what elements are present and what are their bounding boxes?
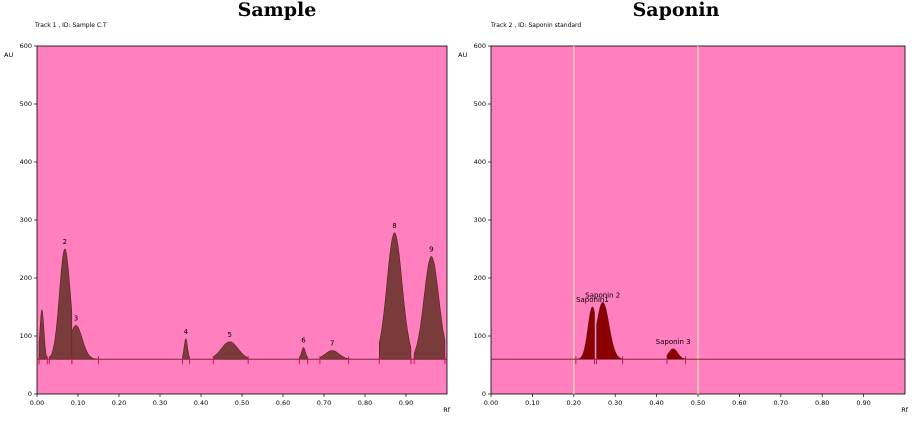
peak-area: [299, 347, 308, 360]
peak-label: Saponin 2: [585, 291, 620, 299]
y-tick-label: 300: [474, 216, 486, 224]
x-tick-label: 0.40: [649, 399, 663, 407]
peak-area: [49, 248, 73, 360]
y-tick-label: 500: [474, 100, 486, 108]
x-tick-label: 0.60: [732, 399, 746, 407]
peak-label: 3: [74, 315, 78, 323]
y-tick-label: 400: [20, 158, 32, 166]
y-tick-label: 500: [20, 100, 32, 108]
peak-area: [575, 306, 595, 360]
peak-label: Saponin 3: [656, 338, 691, 346]
peak-area: [71, 325, 99, 360]
x-tick-label: 0.10: [525, 399, 539, 407]
chart-title: Saponin: [633, 0, 720, 21]
x-tick-label: 0.00: [30, 399, 44, 407]
x-tick-label: 0.00: [484, 399, 498, 407]
y-tick-label: 300: [20, 216, 32, 224]
y-tick-label: 600: [474, 42, 486, 50]
peak-label: 4: [184, 328, 189, 336]
x-tick-label: 0.50: [235, 399, 249, 407]
x-tick-label: 0.70: [774, 399, 788, 407]
peak-area: [319, 350, 349, 360]
peak-area: [666, 348, 686, 360]
y-tick-label: 0: [482, 390, 486, 398]
chart-title: Sample: [238, 0, 317, 21]
x-tick-label: 0.80: [815, 399, 829, 407]
y-tick-label: 200: [20, 274, 32, 282]
y-tick-label: 100: [474, 332, 486, 340]
peak-label: 5: [227, 331, 231, 339]
x-tick-label: 0.90: [856, 399, 870, 407]
x-tick-label: 0.70: [317, 399, 331, 407]
x-tick-label: 0.60: [276, 399, 290, 407]
x-axis-label: Rf: [901, 406, 909, 414]
x-axis-label: Rf: [443, 406, 451, 414]
x-tick-label: 0.40: [194, 399, 208, 407]
peak-label: 9: [429, 246, 433, 254]
peak-label: 6: [301, 337, 306, 345]
peak-area: [379, 232, 412, 360]
peak-area: [596, 302, 623, 360]
x-tick-label: 0.20: [567, 399, 581, 407]
peak-label: 8: [392, 222, 396, 230]
x-tick-label: 0.10: [71, 399, 85, 407]
peak-area: [38, 309, 48, 360]
x-tick-label: 0.20: [112, 399, 126, 407]
peak-area: [213, 341, 249, 360]
track-label: Track 2 , ID: Saponin standard: [490, 22, 581, 29]
peak-area: [182, 338, 190, 360]
x-tick-label: 0.80: [358, 399, 372, 407]
peak-label: 7: [330, 340, 334, 348]
plot-area: [36, 45, 448, 395]
y-tick-label: 200: [474, 274, 486, 282]
track-label: Track 1 , ID: Sample C.T: [34, 22, 107, 29]
y-axis-label: AU: [4, 51, 13, 59]
x-tick-label: 0.50: [691, 399, 705, 407]
x-tick-label: 0.30: [153, 399, 167, 407]
y-tick-label: 0: [28, 390, 32, 398]
x-tick-label: 0.90: [399, 399, 413, 407]
y-tick-label: 400: [474, 158, 486, 166]
x-tick-label: 0.30: [608, 399, 622, 407]
y-tick-label: 600: [20, 42, 32, 50]
y-tick-label: 100: [20, 332, 32, 340]
peak-label: Saponin1: [576, 296, 609, 304]
peak-label: 2: [63, 238, 67, 246]
y-axis-label: AU: [458, 51, 467, 59]
peak-area: [413, 256, 446, 360]
